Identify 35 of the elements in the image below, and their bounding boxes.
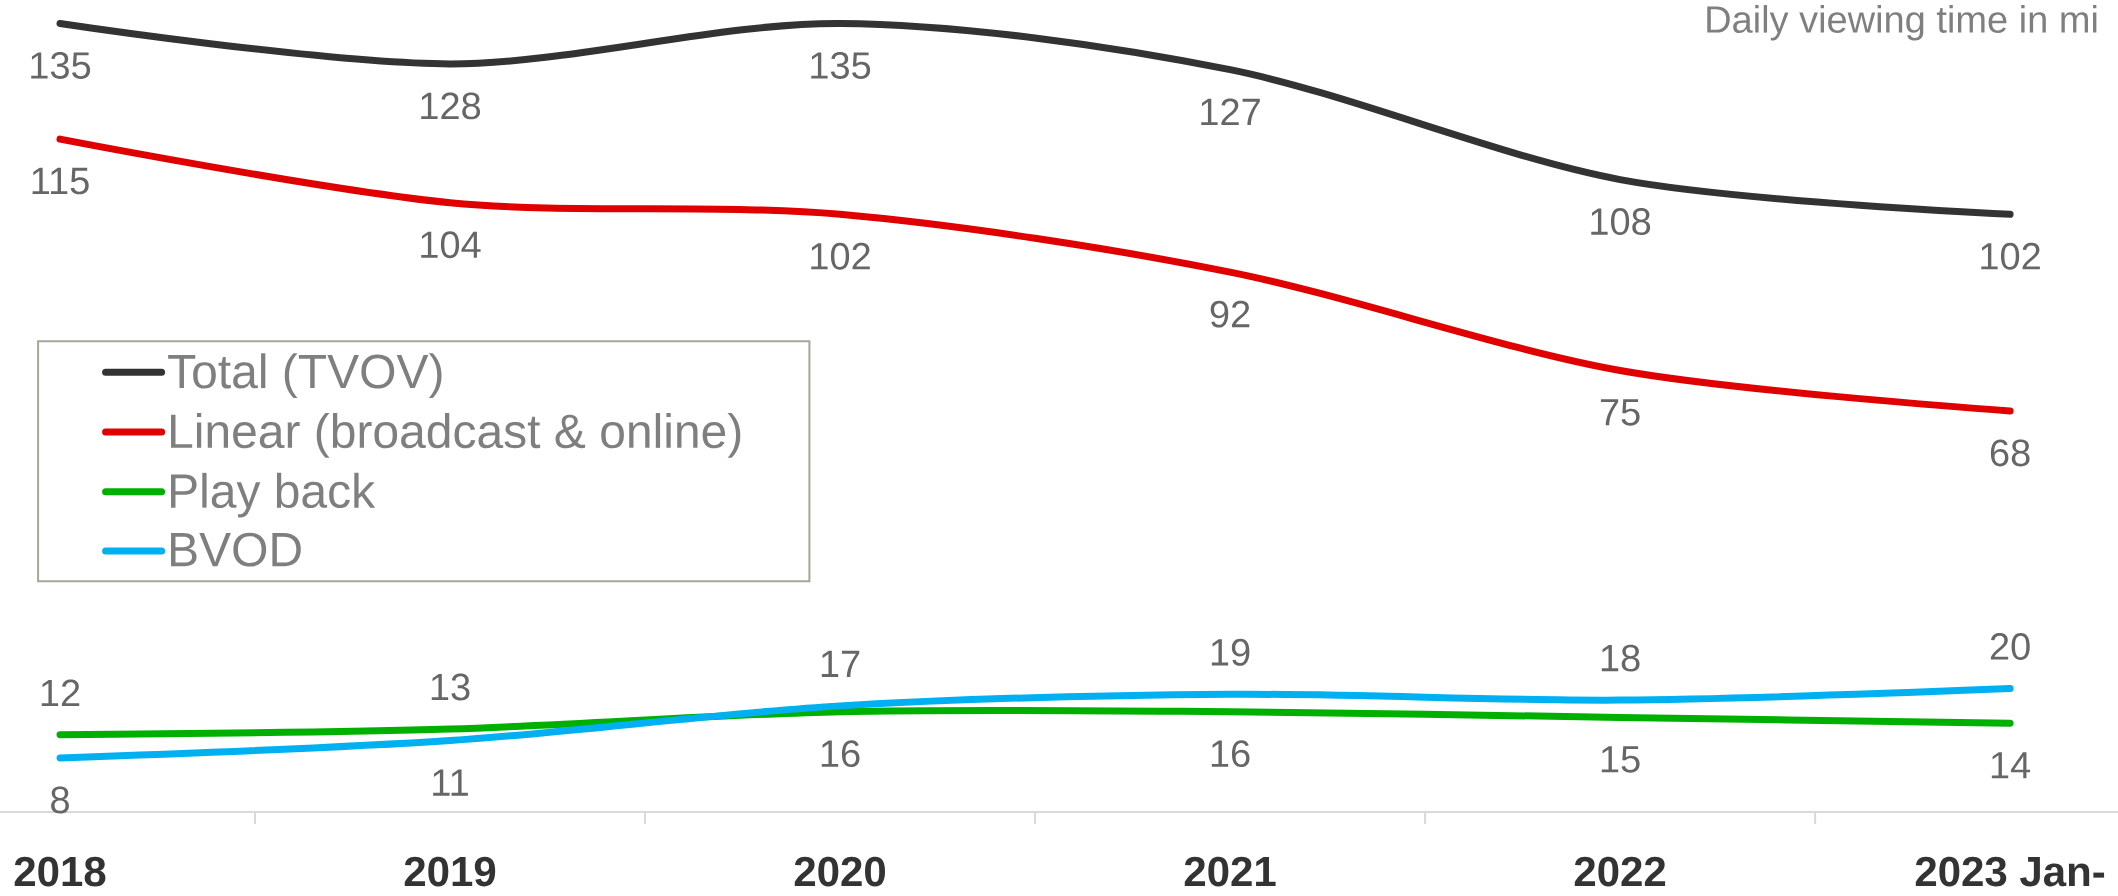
x-tick-label: 2021: [1184, 856, 1276, 887]
data-label: 20: [1990, 633, 2030, 660]
data-label: 135: [31, 51, 91, 79]
data-label: 14: [1991, 752, 2031, 779]
data-label: 102: [811, 242, 870, 270]
x-tick-label: 2018: [14, 856, 106, 887]
chart-title: Daily viewing time in mi: [1707, 5, 2097, 41]
data-label: 115: [32, 167, 89, 195]
data-label: 18: [1601, 644, 1640, 672]
data-label: 16: [821, 740, 860, 768]
data-label: 92: [1210, 300, 1250, 328]
legend-label: BVOD: [171, 532, 301, 567]
data-label: 19: [1211, 638, 1250, 666]
legend-label: Linear (broadcast & online): [171, 413, 741, 458]
data-label: 102: [1981, 242, 2040, 270]
x-tick-label: 2022: [1574, 856, 1666, 887]
x-tick-label: 2020: [794, 856, 886, 887]
data-label: 15: [1601, 746, 1640, 773]
data-label: 135: [811, 51, 871, 79]
x-tick-label: 2019: [404, 856, 496, 887]
data-label: 127: [1201, 98, 1260, 125]
data-label: 16: [1211, 740, 1250, 768]
data-label: 104: [421, 231, 481, 259]
legend-label: Play back: [171, 472, 376, 518]
legend-label: Total (TVOV): [168, 353, 442, 399]
data-label: 108: [1591, 208, 1651, 236]
data-label: 75: [1600, 399, 1640, 426]
data-label: 17: [821, 650, 860, 677]
data-label: 128: [421, 92, 481, 120]
data-label: 12: [41, 679, 80, 707]
data-label: 13: [431, 673, 470, 701]
data-label: 11: [433, 769, 468, 796]
data-label: 8: [51, 786, 69, 814]
x-tick-label: 2023 Jan-: [1915, 856, 2105, 887]
data-label: 68: [1990, 439, 2030, 467]
